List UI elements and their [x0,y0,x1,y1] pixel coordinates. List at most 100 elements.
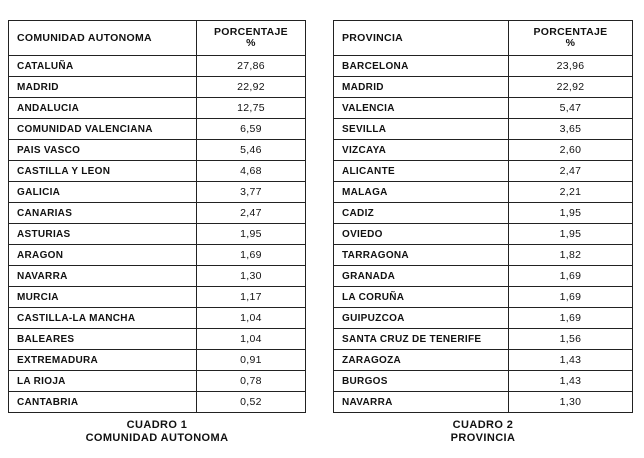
header-value: PORCENTAJE% [196,20,306,56]
row: ANDALUCIA 12,75 [8,97,306,119]
row: VIZCAYA 2,60 [333,139,633,161]
row-label: CANARIAS [8,202,197,224]
row-value: 12,75 [196,97,306,119]
row-value: 1,69 [508,307,633,329]
row: LA CORUÑA 1,69 [333,286,633,308]
row-value: 22,92 [196,76,306,98]
row-value: 1,43 [508,370,633,392]
row-value: 3,65 [508,118,633,140]
row: MALAGA 2,21 [333,181,633,203]
row-value: 1,95 [196,223,306,245]
row: PAIS VASCO 5,46 [8,139,306,161]
row: BARCELONA 23,96 [333,55,633,77]
row: CASTILLA-LA MANCHA 1,04 [8,307,306,329]
header-row: PROVINCIA PORCENTAJE% [333,20,633,56]
row: ASTURIAS 1,95 [8,223,306,245]
row: CANTABRIA 0,52 [8,391,306,413]
row-label: CASTILLA Y LEON [8,160,197,182]
row-label: GALICIA [8,181,197,203]
row-value: 6,59 [196,118,306,140]
row-value: 1,95 [508,202,633,224]
row-value: 1,69 [508,265,633,287]
row-label: BALEARES [8,328,197,350]
row-value: 27,86 [196,55,306,77]
row-value: 0,91 [196,349,306,371]
row: BURGOS 1,43 [333,370,633,392]
caption: CUADRO 2 PROVINCIA [333,419,633,445]
row-value: 1,04 [196,307,306,329]
header-label: COMUNIDAD AUTONOMA [8,20,197,56]
row-label: CASTILLA-LA MANCHA [8,307,197,329]
row-value: 1,69 [196,244,306,266]
row-value: 2,21 [508,181,633,203]
row: MADRID 22,92 [8,76,306,98]
row-label: TARRAGONA [333,244,509,266]
row: MURCIA 1,17 [8,286,306,308]
table-block: COMUNIDAD AUTONOMA PORCENTAJE% CATALUÑA 27,… [8,20,306,445]
row: SEVILLA 3,65 [333,118,633,140]
row-value: 3,77 [196,181,306,203]
row-label: MALAGA [333,181,509,203]
row-value: 1,43 [508,349,633,371]
row-value: 1,04 [196,328,306,350]
row-label: CADIZ [333,202,509,224]
row-label: MADRID [8,76,197,98]
row-value: 0,52 [196,391,306,413]
row-label: ARAGON [8,244,197,266]
row-label: COMUNIDAD VALENCIANA [8,118,197,140]
row: TARRAGONA 1,82 [333,244,633,266]
row-value: 1,82 [508,244,633,266]
row-label: ASTURIAS [8,223,197,245]
row: BALEARES 1,04 [8,328,306,350]
caption-title: PROVINCIA [450,432,516,444]
row-label: LA CORUÑA [333,286,509,308]
caption-number: CUADRO 2 [452,419,514,431]
row-value: 1,30 [508,391,633,413]
row-label: ZARAGOZA [333,349,509,371]
row: COMUNIDAD VALENCIANA 6,59 [8,118,306,140]
row: CADIZ 1,95 [333,202,633,224]
caption-title: COMUNIDAD AUTONOMA [85,432,229,444]
row-label: LA RIOJA [8,370,197,392]
row-value: 1,69 [508,286,633,308]
row-label: BARCELONA [333,55,509,77]
row: CATALUÑA 27,86 [8,55,306,77]
row-label: MADRID [333,76,509,98]
row: EXTREMADURA 0,91 [8,349,306,371]
row-label: MURCIA [8,286,197,308]
row-value: 5,46 [196,139,306,161]
row-label: CATALUÑA [8,55,197,77]
row: NAVARRA 1,30 [333,391,633,413]
row-value: 4,68 [196,160,306,182]
row-label: VALENCIA [333,97,509,119]
row-value: 2,47 [196,202,306,224]
row: ALICANTE 2,47 [333,160,633,182]
row-value: 5,47 [508,97,633,119]
row-value: 1,95 [508,223,633,245]
row: OVIEDO 1,95 [333,223,633,245]
row-value: 2,47 [508,160,633,182]
data-table: PROVINCIA PORCENTAJE% BARCELONA 23,96 MADRID… [333,20,633,413]
row: VALENCIA 5,47 [333,97,633,119]
row: GRANADA 1,69 [333,265,633,287]
row-value: 1,30 [196,265,306,287]
row: ARAGON 1,69 [8,244,306,266]
header-row: COMUNIDAD AUTONOMA PORCENTAJE% [8,20,306,56]
row-label: NAVARRA [8,265,197,287]
row-label: ALICANTE [333,160,509,182]
row-value: 2,60 [508,139,633,161]
row-label: SANTA CRUZ DE TENERIFE [333,328,509,350]
row-label: VIZCAYA [333,139,509,161]
row-label: GRANADA [333,265,509,287]
row-label: SEVILLA [333,118,509,140]
header-value-unit: % [246,37,256,49]
row-label: BURGOS [333,370,509,392]
row-label: GUIPUZCOA [333,307,509,329]
row-label: NAVARRA [333,391,509,413]
row-value: 1,56 [508,328,633,350]
row-value: 22,92 [508,76,633,98]
header-value-title: PORCENTAJE [214,26,288,38]
row: ZARAGOZA 1,43 [333,349,633,371]
row: CANARIAS 2,47 [8,202,306,224]
